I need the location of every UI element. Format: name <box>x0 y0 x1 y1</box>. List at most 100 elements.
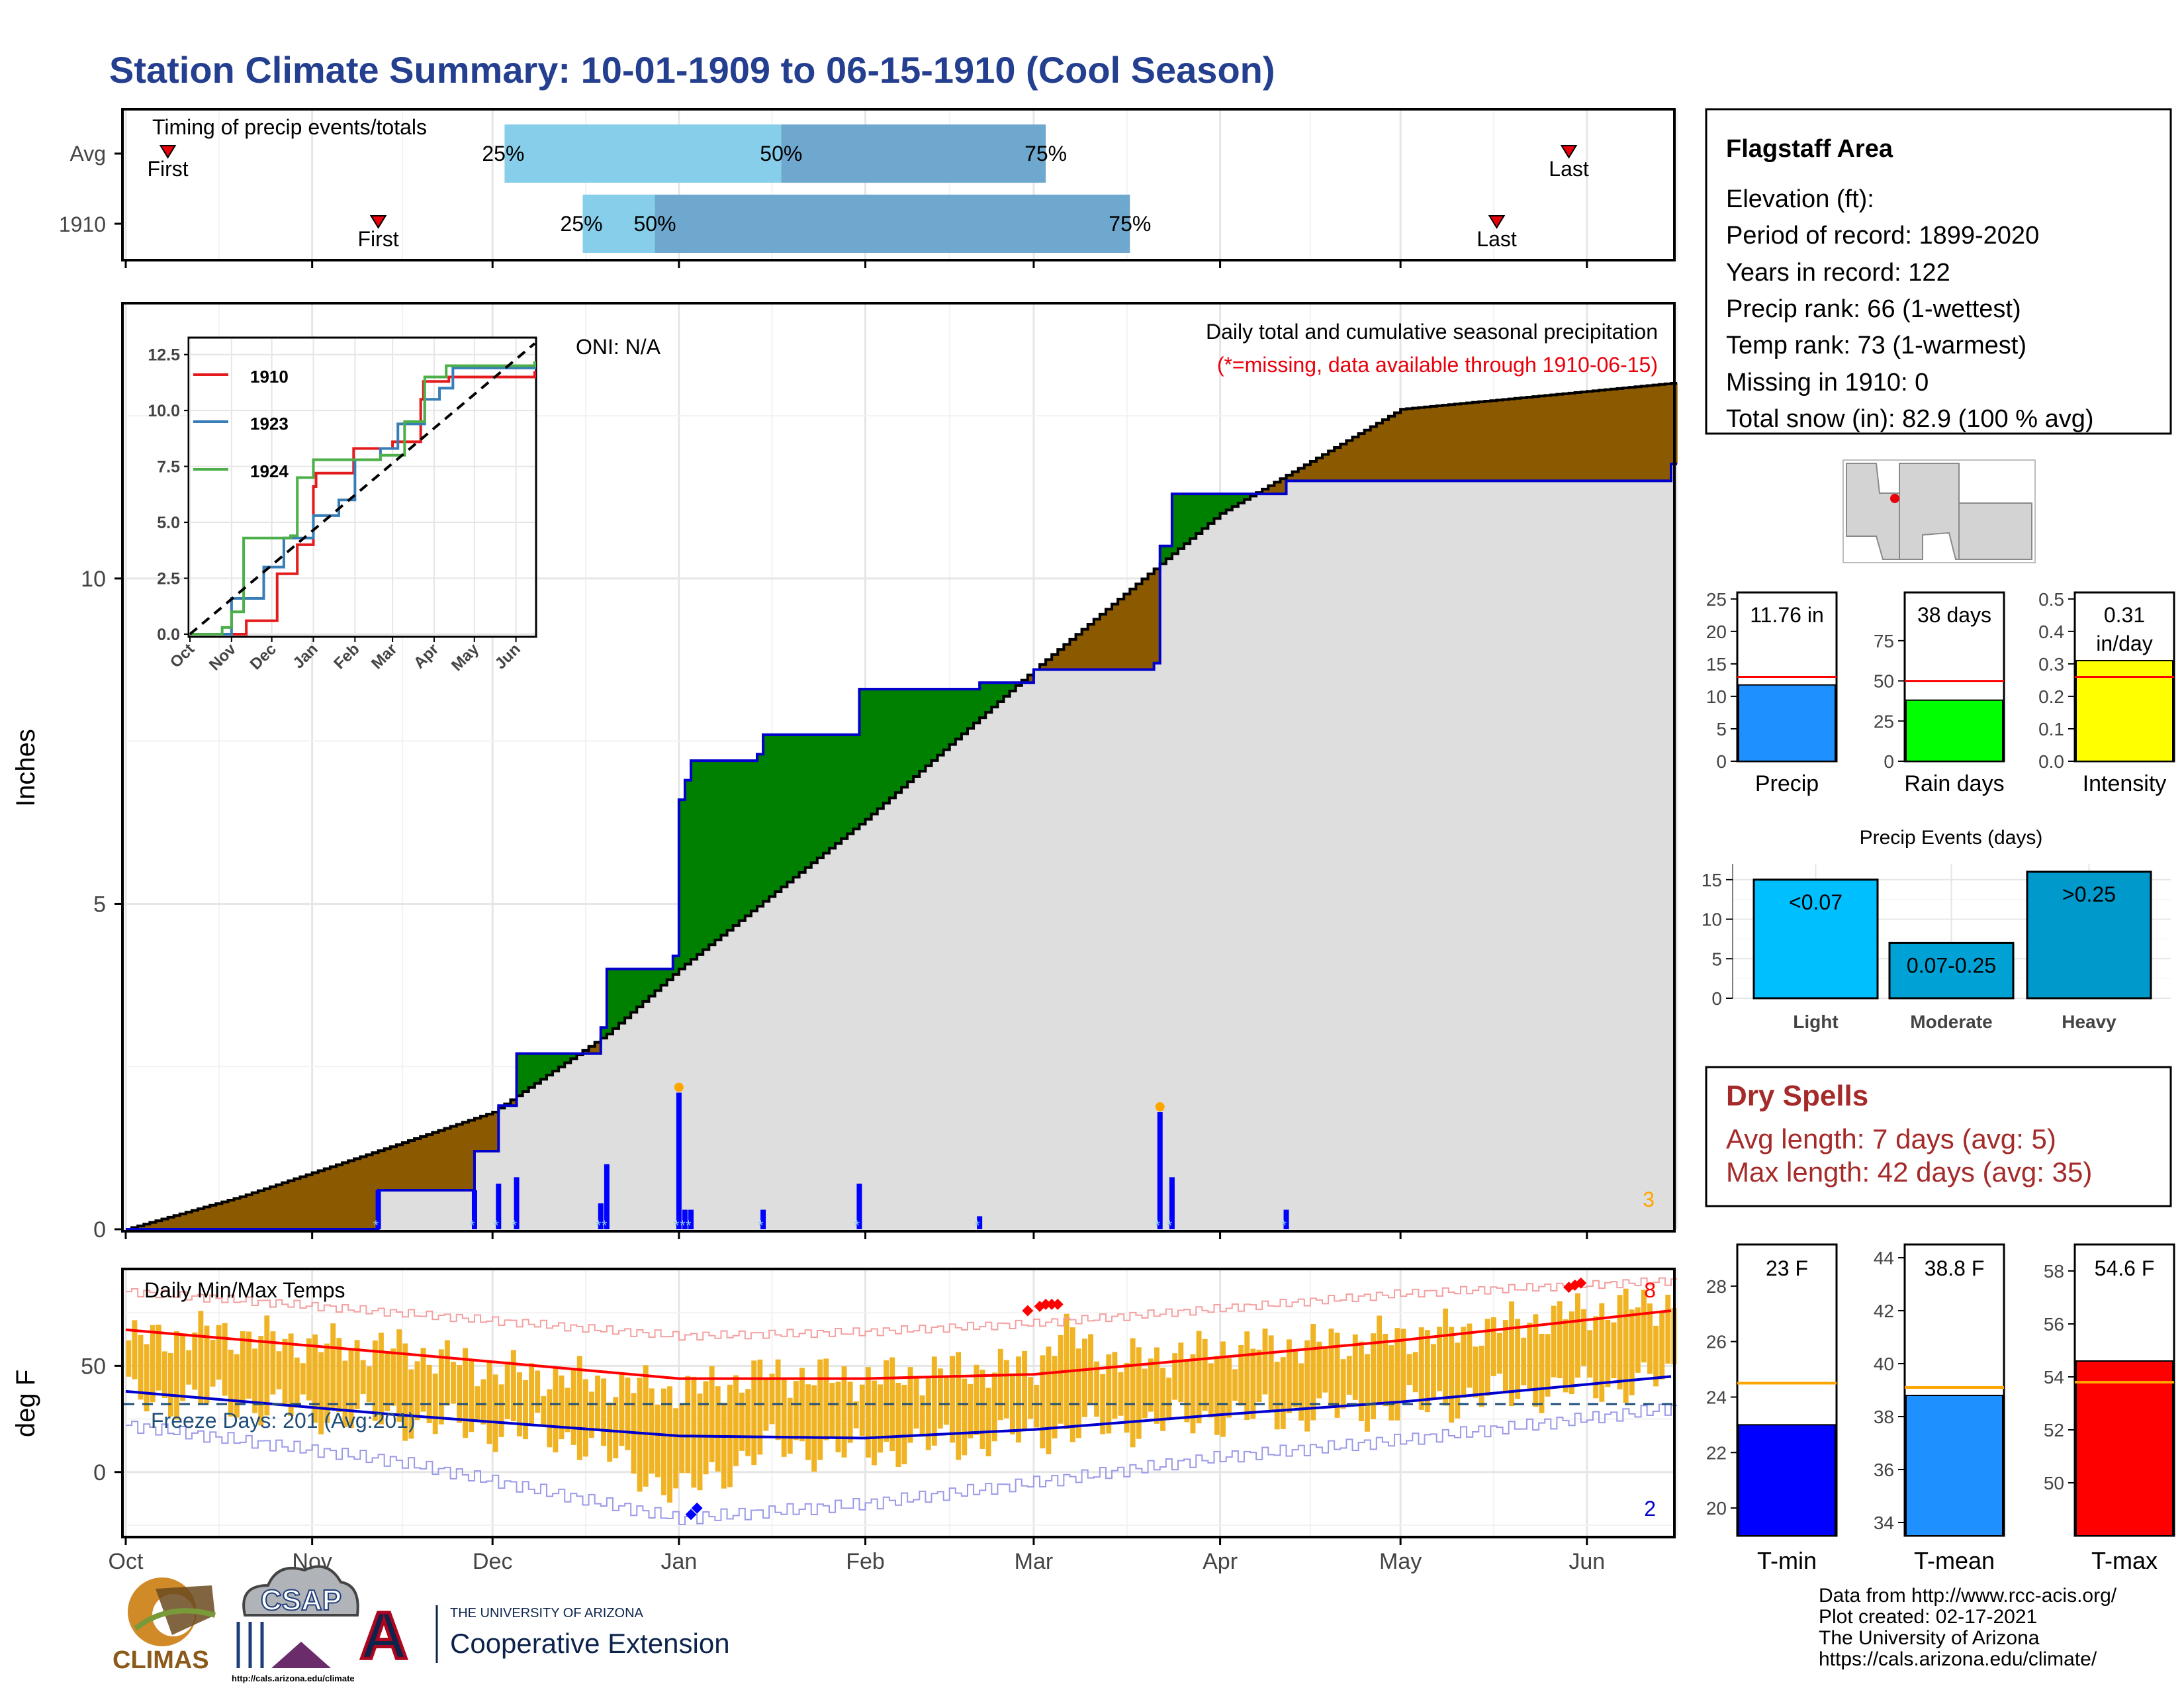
daily-temp-bar-171 <box>1154 1347 1160 1424</box>
precip-departure-day-234 <box>1533 397 1539 481</box>
precip-departure-day-224 <box>1473 402 1479 481</box>
daily-precip-bar-7 <box>682 1209 688 1229</box>
footer-org: The University of Arizona <box>1819 1627 2040 1649</box>
daily-temp-bar-50 <box>426 1364 432 1423</box>
daily-temp-bar-92 <box>679 1404 685 1474</box>
precip-departure-day-189 <box>1262 489 1269 494</box>
daily-temp-bar-191 <box>1274 1362 1280 1430</box>
precip-obs-area <box>126 463 1678 1230</box>
daily-temp-bar-41 <box>372 1340 378 1421</box>
daily-temp-bar-137 <box>950 1356 956 1443</box>
temp-bar-t-mean <box>1905 1395 2003 1536</box>
daily-temp-bar-119 <box>841 1366 847 1458</box>
precip-departure-day-56 <box>462 1122 469 1191</box>
daily-temp-bar-69 <box>541 1395 547 1426</box>
mini-tick-label-precip-4: 20 <box>1706 622 1727 642</box>
daily-temp-bar-43 <box>385 1352 390 1411</box>
precip-departure-day-236 <box>1545 395 1551 481</box>
daily-precip-bar-14 <box>1283 1209 1289 1229</box>
daily-temp-bar-11 <box>192 1332 198 1390</box>
daily-temp-bar-228 <box>1496 1333 1502 1374</box>
precip-departure-day-222 <box>1461 403 1467 481</box>
precip-events-chart: Precip Events (days) <0.07 Light 0.07-0.25… <box>1702 827 2171 1032</box>
daily-temp-bar-56 <box>463 1348 469 1438</box>
daily-temp-bar-241 <box>1575 1293 1580 1378</box>
precip-departure-day-83 <box>625 968 631 1018</box>
precip-departure-day-43 <box>384 1149 391 1191</box>
daily-temp-bar-248 <box>1617 1295 1623 1389</box>
precip-departure-day-248 <box>1617 388 1623 481</box>
precip-departure-day-184 <box>1232 494 1239 507</box>
precip-departure-day-132 <box>919 689 926 771</box>
precip-departure-day-108 <box>775 734 782 892</box>
daily-precip-bar-6 <box>676 1092 682 1229</box>
footer-created: Plot created: 02-17-2021 <box>1819 1606 2037 1628</box>
footer-source: Data from http://www.rcc-acis.org/ <box>1819 1585 2117 1607</box>
month-label-dec: Dec <box>473 1549 512 1574</box>
daily-precip-bar-0 <box>375 1190 381 1229</box>
daily-temp-bar-27 <box>288 1333 294 1417</box>
precip-departure-day-22 <box>257 1190 265 1229</box>
precip-departure-day-78 <box>594 1042 602 1054</box>
timing-first-label-1910: First <box>357 227 398 251</box>
precip-y-axis: 0 5 10 <box>81 567 1588 1243</box>
timing-rows: 25% 50% 75% First Last 25% 50% 75% First Last <box>114 124 1589 253</box>
daily-temp-bar-168 <box>1136 1347 1142 1439</box>
daily-temp-bar-57 <box>469 1359 475 1432</box>
record-min-count: 2 <box>1644 1497 1656 1521</box>
daily-temp-bar-133 <box>925 1378 931 1450</box>
daily-temp-bar-85 <box>637 1378 643 1492</box>
precip-departure-day-27 <box>288 1180 295 1229</box>
precip-departure-day-218 <box>1436 406 1443 481</box>
daily-temp-bar-190 <box>1268 1335 1274 1410</box>
daily-temp-bar-203 <box>1346 1356 1352 1395</box>
snow-marker-7: * <box>680 1217 686 1234</box>
daily-temp-bar-105 <box>757 1359 763 1455</box>
daily-temp-bar-227 <box>1490 1317 1496 1376</box>
precip-departure-day-26 <box>282 1182 289 1229</box>
precip-departure-day-106 <box>763 734 770 902</box>
month-label-mar: Mar <box>1015 1549 1054 1574</box>
daily-temp-bar-90 <box>667 1386 672 1503</box>
daily-temp-bar-0 <box>126 1340 132 1377</box>
precip-departure-day-173 <box>1165 545 1173 559</box>
precip-departure-day-57 <box>468 1120 475 1191</box>
precip-departure-day-82 <box>619 968 625 1023</box>
daily-temp-bar-219 <box>1443 1308 1449 1406</box>
precip-departure-day-197 <box>1310 461 1317 481</box>
precip-departure-day-60 <box>486 1114 493 1152</box>
daily-temp-bar-17 <box>228 1349 234 1417</box>
precip-departure-day-29 <box>300 1176 307 1229</box>
precip-departure-day-89 <box>660 968 668 986</box>
daily-temp-bar-40 <box>366 1366 372 1403</box>
daily-temp-bar-7 <box>167 1352 173 1417</box>
daily-temp-bar-180 <box>1208 1363 1214 1418</box>
precip-departure-day-50 <box>426 1134 433 1191</box>
precip-departure-day-213 <box>1406 408 1413 481</box>
inset-lines <box>189 342 536 635</box>
precip-departure-day-128 <box>895 689 902 793</box>
daily-temp-bar-44 <box>390 1348 396 1406</box>
precip-departure-day-111 <box>793 734 800 878</box>
daily-temp-bar-238 <box>1557 1301 1563 1379</box>
daily-temp-bar-125 <box>878 1384 883 1453</box>
ua-line2: Cooperative Extension <box>450 1628 730 1659</box>
daily-temp-bar-46 <box>402 1343 408 1441</box>
precip-departure-day-117 <box>829 734 836 849</box>
precip-departure-day-32 <box>318 1170 325 1229</box>
inset-avg-line <box>189 342 536 635</box>
daily-temp-bar-242 <box>1581 1309 1587 1366</box>
precip-departure-day-242 <box>1580 392 1588 481</box>
precip-departure-day-164 <box>1112 604 1118 670</box>
daily-temp-bar-218 <box>1437 1327 1442 1391</box>
inset-line-1924 <box>190 361 536 635</box>
timing-last-label-avg: Last <box>1549 157 1589 181</box>
precip-departure-day-134 <box>931 689 938 761</box>
daily-temp-bar-159 <box>1082 1338 1087 1417</box>
precip-departure-day-49 <box>420 1136 427 1191</box>
daily-temp-bar-222 <box>1461 1327 1467 1398</box>
precip-departure-day-20 <box>246 1194 253 1229</box>
daily-temp-bar-208 <box>1377 1315 1383 1403</box>
daily-temp-bar-101 <box>733 1375 739 1466</box>
temp-y-label: deg F <box>11 1370 40 1437</box>
